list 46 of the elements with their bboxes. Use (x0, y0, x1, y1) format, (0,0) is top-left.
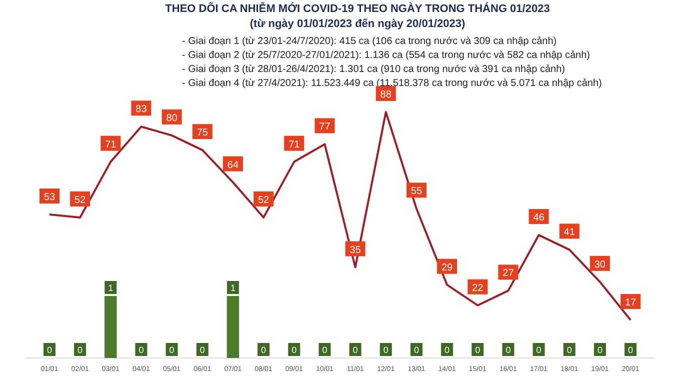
chart-subtitle: (từ ngày 01/01/2023 đến ngày 20/01/2023) (250, 18, 466, 30)
data-label: 0 (597, 345, 602, 355)
data-label: 35 (350, 244, 362, 256)
text: - Giai đoạn 1 (từ 23/01-24/7/2020): 415 ca (106 ca trong nước và 309 ca nhập cảnh) (182, 36, 557, 47)
data-label: 0 (261, 345, 266, 355)
data-label: 0 (536, 345, 542, 355)
data-label: 71 (105, 139, 117, 150)
data-label: 64 (227, 160, 239, 171)
data-label: 1 (230, 283, 236, 293)
data-label: 80 (166, 112, 178, 124)
data-label: 55 (410, 186, 422, 198)
data-label: 88 (380, 90, 392, 100)
data-label: 1 (108, 283, 114, 293)
data-label: 17 (624, 298, 637, 308)
data-label: 0 (628, 345, 634, 355)
text: - Giai đoạn 3 (từ 28/01-26/4/2021): 1.301 ca (910 ca trong nước và 391 ca nhập cảnh) (182, 64, 565, 75)
text: - Giai đoạn 4 (từ 27/4/2021): 11.523.449 ca (11.518.378 ca trong nước và 5.071 ca nhập cảnh) (182, 78, 602, 89)
data-label: 0 (414, 345, 419, 355)
data-label: 77 (319, 122, 331, 133)
data-label: 0 (322, 345, 328, 355)
data-label: 0 (292, 345, 297, 355)
text: - Giai đoạn 2 (từ 25/7/2020-27/01/2021): 1.136 ca (554 ca trong nước và 582 ca nhập cảnh) (182, 50, 590, 61)
data-label: 0 (506, 345, 511, 355)
data-label: 41 (564, 227, 576, 238)
data-label: 83 (136, 104, 148, 116)
data-label: 52 (74, 194, 86, 206)
data-label: 29 (441, 262, 454, 274)
data-label: 75 (196, 128, 208, 139)
data-label: 52 (258, 194, 270, 206)
data-label: 0 (475, 345, 480, 355)
data-label: 0 (169, 345, 174, 355)
data-label: 0 (46, 345, 52, 355)
data-label: 0 (566, 345, 572, 355)
data-label: 0 (78, 345, 83, 355)
chart-title: THEO DÕI CA NHIỄM MỚI COVID-19 THEO NGÀY TRONG THÁNG 01/2023 (165, 2, 550, 15)
data-label: 0 (444, 345, 450, 355)
data-label: 22 (472, 282, 484, 294)
data-label: 30 (594, 259, 606, 270)
data-label: 0 (352, 345, 358, 355)
data-label: 0 (138, 345, 144, 355)
data-label: 0 (383, 345, 388, 355)
data-label: 0 (200, 345, 205, 355)
data-label: 71 (288, 139, 300, 150)
data-label: 53 (44, 192, 56, 204)
data-label: 27 (502, 268, 514, 280)
data-label: 46 (533, 212, 545, 224)
